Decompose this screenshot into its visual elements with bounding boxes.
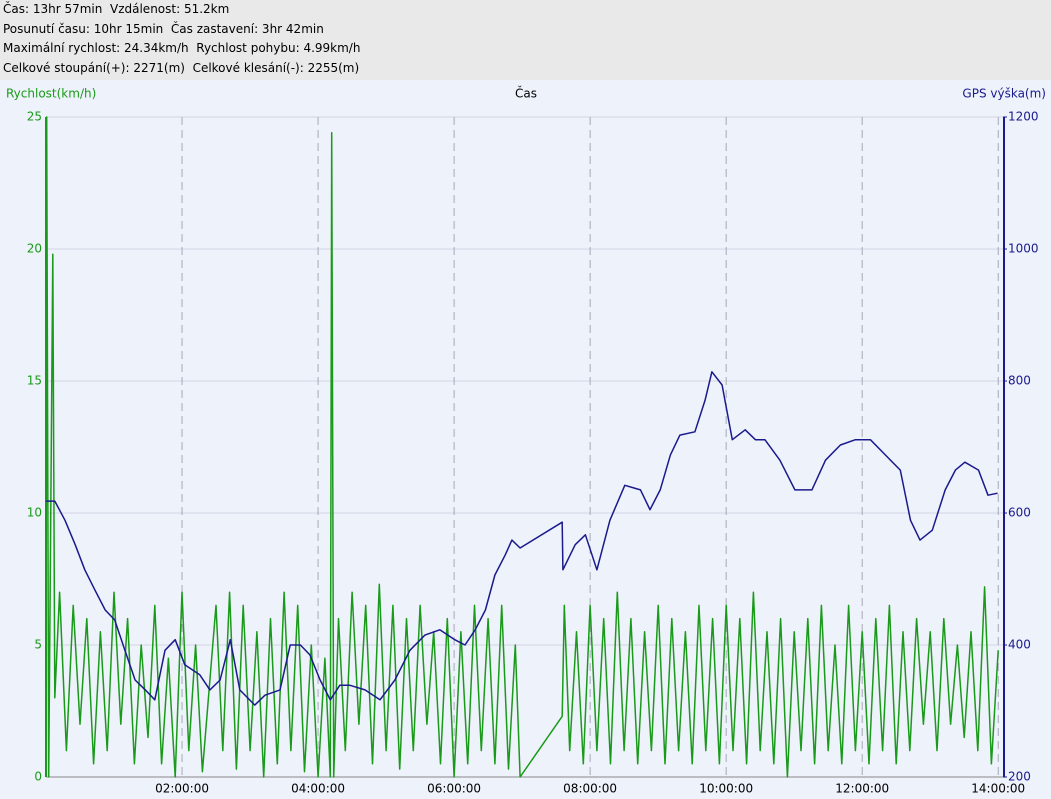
summary-line: Čas: 13hr 57min Vzdálenost: 51.2km [3, 2, 230, 16]
y-tick-label: 5 [34, 638, 42, 652]
x-tick-label: 10:00:00 [699, 782, 753, 796]
x-tick-label: 04:00:00 [291, 782, 345, 796]
summary-line: Posunutí času: 10hr 15min Čas zastavení:… [3, 21, 324, 36]
series-line [45, 116, 999, 778]
summary-line: Maximální rychlost: 24.34km/h Rychlost p… [3, 41, 361, 55]
x-tick-label: 14:00:00 [971, 782, 1025, 796]
y-tick-label: 20 [27, 242, 42, 256]
x-axis-title: Čas [515, 86, 537, 101]
y-axis-title: Rychlost(km/h) [6, 87, 96, 101]
x-tick-label: 06:00:00 [427, 782, 481, 796]
y-tick-label: 25 [27, 110, 42, 124]
y2-tick-label: 800 [1008, 374, 1031, 388]
y-tick-label: 0 [34, 770, 42, 784]
y2-tick-label: 600 [1008, 506, 1031, 520]
y-tick-label: 10 [27, 506, 42, 520]
x-tick-label: 02:00:00 [155, 782, 209, 796]
summary-line: Celkové stoupání(+): 2271(m) Celkové kle… [3, 60, 360, 75]
x-tick-label: 12:00:00 [835, 782, 889, 796]
series-line [46, 371, 998, 706]
summary-panel: Čas: 13hr 57min Vzdálenost: 51.2km Posun… [0, 0, 1051, 80]
x-tick-label: 08:00:00 [563, 782, 617, 796]
y2-tick-label: 1200 [1008, 110, 1039, 124]
y-tick-label: 15 [27, 374, 42, 388]
y2-tick-label: 400 [1008, 638, 1031, 652]
y2-tick-label: 200 [1008, 770, 1031, 784]
y2-tick-label: 1000 [1008, 242, 1039, 256]
y2-axis-title: GPS výška(m) [962, 87, 1046, 101]
